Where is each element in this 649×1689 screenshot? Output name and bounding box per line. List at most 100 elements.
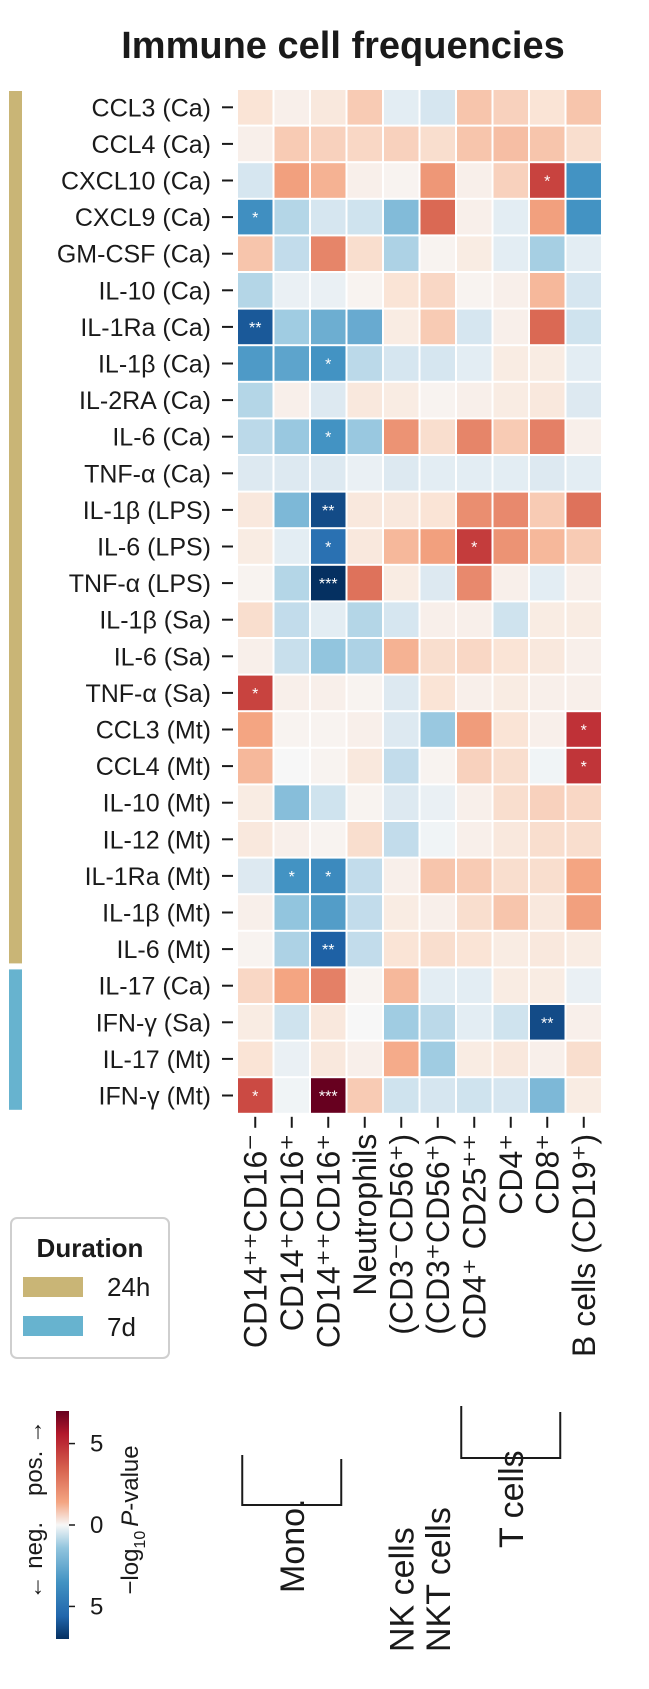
heatmap-cell bbox=[311, 346, 346, 381]
heatmap-cell bbox=[238, 639, 273, 674]
row-label-il-6-ca: IL-6 (Ca) bbox=[112, 424, 211, 452]
significance-mark: * bbox=[325, 430, 331, 447]
heatmap-cell bbox=[384, 1005, 419, 1040]
row-label-il-1ra-ca: IL-1Ra (Ca) bbox=[80, 314, 211, 342]
duration-bar-24h bbox=[9, 91, 22, 964]
heatmap-cell bbox=[566, 126, 601, 162]
heatmap-cell bbox=[238, 529, 273, 564]
heatmap-cell bbox=[311, 712, 346, 747]
heatmap-cell bbox=[238, 492, 273, 528]
colorbar-pos-label: pos. → bbox=[21, 1420, 48, 1496]
heatmap-cell bbox=[420, 273, 455, 308]
legend-swatch-7d bbox=[23, 1316, 83, 1336]
heatmap-cell bbox=[457, 199, 492, 235]
heatmap-cell bbox=[311, 602, 346, 637]
colorbar-tick-label: 0 bbox=[90, 1512, 103, 1539]
legend-swatch-24h bbox=[23, 1277, 83, 1297]
heatmap-cell bbox=[530, 712, 565, 747]
heatmap-cell bbox=[238, 822, 273, 857]
heatmap-cell bbox=[347, 273, 382, 308]
heatmap-cell bbox=[347, 199, 382, 235]
heatmap-cell bbox=[347, 1078, 382, 1113]
heatmap-cell bbox=[493, 529, 528, 564]
heatmap-cell bbox=[566, 90, 601, 125]
heatmap-cell bbox=[238, 90, 273, 125]
heatmap-cell bbox=[420, 126, 455, 162]
legend-title: Duration bbox=[37, 1233, 144, 1263]
heatmap-cell bbox=[347, 602, 382, 637]
heatmap-cell bbox=[457, 346, 492, 381]
heatmap-cell bbox=[384, 309, 419, 345]
heatmap-cell bbox=[420, 639, 455, 674]
heatmap-cell bbox=[384, 90, 419, 125]
heatmap-cell bbox=[457, 419, 492, 454]
row-label-cxcl9-ca: CXCL9 (Ca) bbox=[75, 204, 211, 232]
heatmap-cell bbox=[311, 1078, 346, 1113]
heatmap-cell bbox=[347, 675, 382, 711]
heatmap-cell bbox=[493, 748, 528, 784]
heatmap-cell bbox=[566, 1005, 601, 1040]
heatmap-cell bbox=[311, 236, 346, 271]
heatmap-cell bbox=[347, 822, 382, 857]
heatmap-cell bbox=[347, 382, 382, 418]
row-label-tnf-lps: TNF-α (LPS) bbox=[69, 570, 211, 598]
heatmap-cell bbox=[457, 273, 492, 308]
row-label-il-6-lps: IL-6 (LPS) bbox=[97, 534, 211, 562]
heatmap-cell bbox=[420, 931, 455, 967]
group-label-nkt-cells: NKT cells bbox=[420, 1507, 458, 1652]
heatmap-cell bbox=[238, 1005, 273, 1040]
heatmap-cell bbox=[493, 602, 528, 637]
column-label-b-cells-cd19: B cells (CD19⁺) bbox=[566, 1134, 602, 1357]
heatmap-cell bbox=[530, 273, 565, 308]
heatmap-cell bbox=[457, 675, 492, 711]
heatmap-cell bbox=[274, 126, 309, 162]
heatmap-cell bbox=[530, 309, 565, 345]
heatmap-cell bbox=[420, 748, 455, 784]
heatmap-cell bbox=[493, 346, 528, 381]
heatmap-cell bbox=[493, 858, 528, 894]
heatmap-cell bbox=[566, 163, 601, 198]
row-label-ccl3-ca: CCL3 (Ca) bbox=[92, 94, 211, 122]
colorbar-ticks: 5 0 5 bbox=[69, 1431, 103, 1620]
heatmap-cell bbox=[493, 931, 528, 967]
significance-mark: * bbox=[252, 210, 258, 227]
heatmap-cell bbox=[566, 968, 601, 1003]
heatmap-cell bbox=[311, 126, 346, 162]
heatmap-cell bbox=[238, 712, 273, 747]
heatmap-cell bbox=[566, 822, 601, 857]
heatmap-cell bbox=[274, 639, 309, 674]
heatmap-cell bbox=[566, 675, 601, 711]
column-label-cd4-cd25: CD4⁺ CD25⁺⁺ bbox=[456, 1134, 492, 1339]
row-label-il-1-ca: IL-1β (Ca) bbox=[98, 351, 211, 379]
group-label-t-cells: T cells bbox=[493, 1450, 531, 1548]
heatmap-cell bbox=[530, 90, 565, 125]
heatmap-cell bbox=[420, 529, 455, 564]
heatmap-cell bbox=[274, 273, 309, 308]
heatmap-cell bbox=[566, 456, 601, 491]
heatmap-cell bbox=[566, 602, 601, 637]
group-bracket-t-cells bbox=[460, 1406, 562, 1459]
heatmap-cell bbox=[493, 639, 528, 674]
heatmap-cells: ********* ******** ****** *** bbox=[238, 90, 601, 1113]
heatmap-cell bbox=[493, 675, 528, 711]
heatmap-cell bbox=[420, 236, 455, 271]
row-label-il-17-mt: IL-17 (Mt) bbox=[103, 1046, 211, 1074]
heatmap-cell bbox=[457, 1041, 492, 1077]
heatmap-cell bbox=[420, 309, 455, 345]
significance-mark: *** bbox=[319, 576, 338, 593]
heatmap-cell bbox=[311, 90, 346, 125]
heatmap-cell bbox=[384, 273, 419, 308]
column-label-nkt-cells-cd3-cd56: (CD3⁺CD56⁺) bbox=[420, 1134, 456, 1335]
group-label-mono: Mono. bbox=[274, 1499, 312, 1594]
heatmap-cell bbox=[566, 492, 601, 528]
heatmap-cell bbox=[457, 968, 492, 1003]
group-bracket-mono bbox=[241, 1455, 343, 1506]
heatmap-cell bbox=[530, 419, 565, 454]
significance-mark: ** bbox=[541, 1015, 553, 1032]
heatmap-cell bbox=[384, 639, 419, 674]
heatmap-cell bbox=[238, 309, 273, 345]
heatmap-cell bbox=[347, 456, 382, 491]
heatmap-cell bbox=[238, 456, 273, 491]
row-label-il-6-mt: IL-6 (Mt) bbox=[117, 936, 211, 964]
